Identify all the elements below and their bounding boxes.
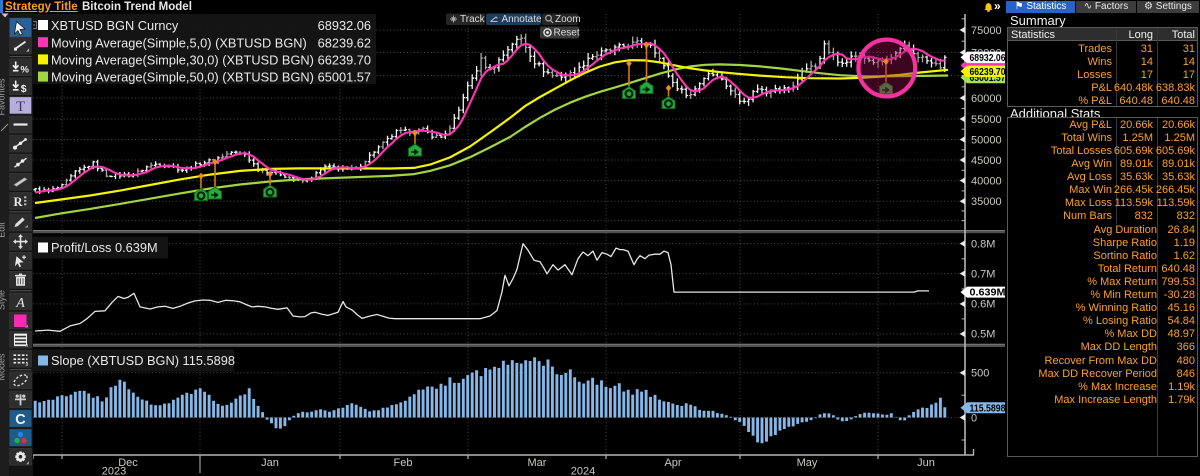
svg-text:Moving Average(Simple,5,0) (XB: Moving Average(Simple,5,0) (XBTUSD BGN) <box>51 35 307 50</box>
svg-text:0.639M: 0.639M <box>970 288 1006 299</box>
svg-text:Zoom: Zoom <box>555 14 581 25</box>
svg-text:75000: 75000 <box>971 25 1002 37</box>
svg-text:0.6M: 0.6M <box>971 299 995 311</box>
svg-text:2023: 2023 <box>102 466 126 476</box>
svg-text:0.8M: 0.8M <box>971 238 995 250</box>
svg-text:R: R <box>14 195 24 209</box>
svg-text:Jun: Jun <box>917 457 935 469</box>
svg-text:68932.06: 68932.06 <box>318 18 371 33</box>
svg-text:40000: 40000 <box>971 175 1002 187</box>
svg-text:Jan: Jan <box>261 457 279 469</box>
svg-text:0.5M: 0.5M <box>971 329 995 341</box>
svg-text:66239.70: 66239.70 <box>318 53 371 68</box>
svg-text:XBTUSD BGN Curncy: XBTUSD BGN Curncy <box>51 18 179 33</box>
svg-text:Dec: Dec <box>118 457 138 469</box>
svg-text:50000: 50000 <box>971 134 1002 146</box>
svg-text:65001.57: 65001.57 <box>318 70 371 85</box>
svg-text:Reset: Reset <box>554 28 580 39</box>
svg-text:%: % <box>21 64 30 75</box>
svg-text:May: May <box>797 457 818 469</box>
svg-text:500: 500 <box>971 368 989 380</box>
svg-text:$: $ <box>21 83 27 95</box>
svg-text:Modes: Modes <box>0 353 7 381</box>
svg-text:68239.62: 68239.62 <box>318 35 371 50</box>
svg-text:Style: Style <box>0 290 7 310</box>
svg-text:68932.06: 68932.06 <box>970 53 1006 64</box>
svg-text:T: T <box>16 99 25 115</box>
svg-text:45000: 45000 <box>971 155 1002 167</box>
svg-text:Feb: Feb <box>394 457 413 469</box>
svg-text:A: A <box>15 296 25 311</box>
svg-text:C: C <box>15 412 26 428</box>
svg-text:Moving Average(Simple,50,0) (X: Moving Average(Simple,50,0) (XBTUSD BGN) <box>51 70 314 85</box>
svg-text:66239.70: 66239.70 <box>970 67 1006 78</box>
svg-text:Annotate: Annotate <box>502 14 542 25</box>
svg-text:65001.57: 65001.57 <box>970 73 1006 84</box>
svg-text:0.7M: 0.7M <box>971 268 995 280</box>
svg-text:Edit: Edit <box>0 222 7 238</box>
svg-text:0: 0 <box>971 412 977 424</box>
svg-text:115.5898: 115.5898 <box>970 403 1006 414</box>
svg-text:Slope (XBTUSD BGN) 115.5898: Slope (XBTUSD BGN) 115.5898 <box>51 353 235 368</box>
svg-text:60000: 60000 <box>971 93 1002 105</box>
svg-text:Track: Track <box>460 14 486 25</box>
svg-text:55000: 55000 <box>971 114 1002 126</box>
svg-text:2024: 2024 <box>571 466 595 476</box>
svg-text:Profit/Loss 0.639M: Profit/Loss 0.639M <box>51 240 158 255</box>
svg-text:Apr: Apr <box>664 457 681 469</box>
svg-text:Favorites: Favorites <box>0 78 7 116</box>
svg-text:Moving Average(Simple,30,0) (X: Moving Average(Simple,30,0) (XBTUSD BGN) <box>51 53 314 68</box>
svg-text:35000: 35000 <box>971 196 1002 208</box>
svg-text:Mar: Mar <box>528 457 547 469</box>
